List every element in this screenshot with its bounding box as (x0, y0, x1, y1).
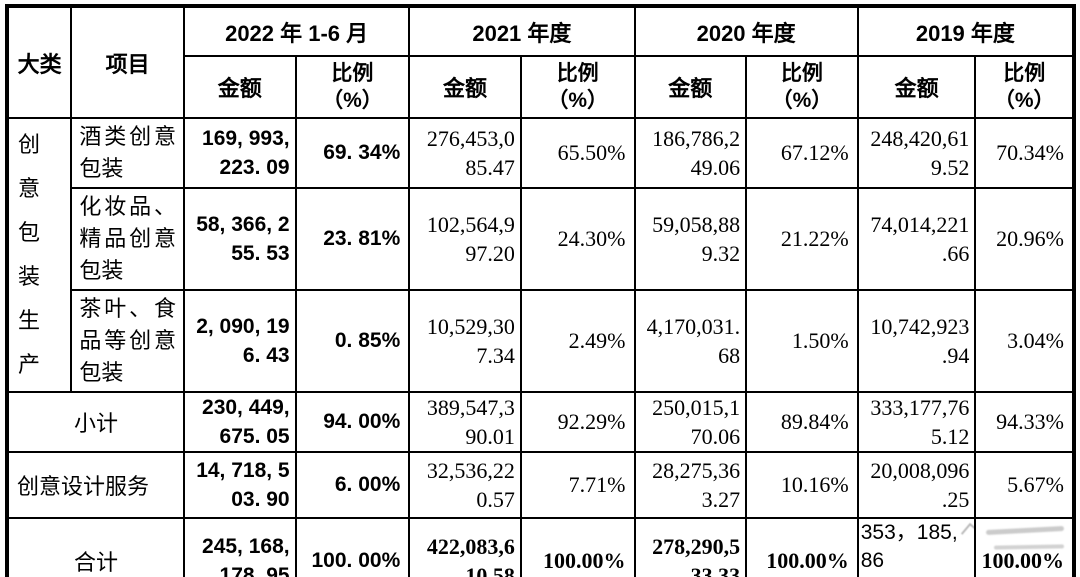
amount-2021: 422,083,6 10.58 (408, 517, 522, 577)
amount-2019: 333,177,76 5.12 (856, 391, 977, 453)
ratio-2021: 65.50% (519, 117, 636, 189)
ratio-2021: 2.49% (519, 289, 636, 393)
financial-table: 大类 项目 2022 年 1-6 月 2021 年度 2020 年度 2019 … (5, 4, 1076, 577)
ratio-header-2021: 比例 （%） (519, 55, 636, 119)
ratio-2020: 89.84% (745, 391, 859, 453)
amount-2019-patched: 353，185, 86 1.37 (856, 517, 977, 577)
table-row-design-services: 创意设计服务 14, 718, 5 03. 90 6. 00% 32,536,2… (6, 451, 1075, 519)
amount-2019: 248,420,61 9.52 (856, 117, 977, 189)
col-header-category: 大类 (5, 5, 73, 119)
amount-2022: 169, 993, 223. 09 (182, 117, 297, 189)
period-header-2019: 2019 年度 (856, 5, 1076, 57)
ratio-2019: 5.67% (974, 451, 1075, 519)
amount-2021: 389,547,3 90.01 (408, 391, 522, 453)
ratio-2020: 1.50% (745, 289, 859, 393)
ratio-2022: 94. 00% (294, 391, 411, 453)
amount-2020: 4,170,031. 68 (633, 289, 748, 393)
ratio-header-2022: 比例 （%） (294, 55, 411, 119)
ratio-2022: 23. 81% (294, 187, 411, 291)
amount-2019: 20,008,096 .25 (856, 451, 977, 519)
table-row-tea-food-packaging: 茶叶、食品等创意包装 2, 090, 19 6. 43 0. 85% 10,52… (7, 289, 1075, 393)
item-cell: 酒类创意包装 (70, 117, 185, 189)
period-header-2022: 2022 年 1-6 月 (182, 5, 411, 57)
ratio-header-2019: 比例 （%） (974, 55, 1075, 119)
category-cell-creative-packaging: 创意 包装 生产 (5, 117, 73, 393)
ratio-2019: 94.33% (974, 391, 1075, 453)
amount-2022: 2, 090, 19 6. 43 (182, 289, 297, 393)
design-services-label: 创意设计服务 (6, 451, 185, 519)
amount-2022: 58, 366, 2 55. 53 (182, 187, 297, 291)
amount-header-2021: 金额 (408, 55, 522, 119)
table-row-cosmetics-packaging: 化妆品、精品创意包装 58, 366, 2 55. 53 23. 81% 102… (7, 187, 1075, 291)
ratio-2019-watermarked: 100.00% (974, 517, 1075, 577)
amount-2019: 74,014,221 .66 (856, 187, 977, 291)
amount-2021: 276,453,0 85.47 (408, 117, 522, 189)
amount-2020: 250,015,1 70.06 (633, 391, 748, 453)
col-header-item: 项目 (70, 5, 185, 119)
amount-header-2022: 金额 (182, 55, 297, 119)
table-wrapper: 大类 项目 2022 年 1-6 月 2021 年度 2020 年度 2019 … (5, 4, 1077, 577)
amount-2021: 102,564,9 97.20 (408, 187, 522, 291)
table-row-total: 合计 245, 168, 178. 95 100. 00% 422,083,6 … (6, 517, 1075, 577)
ratio-2022: 69. 34% (294, 117, 411, 189)
item-cell: 茶叶、食品等创意包装 (70, 289, 185, 393)
ratio-2020: 67.12% (745, 117, 859, 189)
amount-2020: 186,786,2 49.06 (633, 117, 748, 189)
watermark-artifact (986, 525, 1065, 536)
ratio-2021: 24.30% (519, 187, 636, 291)
ratio-2022: 6. 00% (294, 451, 411, 519)
ratio-2021: 7.71% (519, 451, 636, 519)
table-row-wine-packaging: 创意 包装 生产 酒类创意包装 169, 993, 223. 09 69. 34… (5, 117, 1075, 393)
ratio-2019-value: 100.00% (981, 548, 1065, 573)
period-header-2020: 2020 年度 (633, 5, 859, 57)
amount-header-2019: 金额 (856, 55, 977, 119)
amount-2019: 10,742,923 .94 (856, 289, 977, 393)
subtotal-label: 小计 (6, 391, 185, 453)
ratio-2020: 21.22% (745, 187, 859, 291)
ratio-2022: 100. 00% (294, 517, 411, 577)
ratio-2019: 20.96% (974, 187, 1075, 291)
amount-2022: 245, 168, 178. 95 (182, 517, 297, 577)
ratio-2022: 0. 85% (294, 289, 411, 393)
amount-2021: 10,529,30 7.34 (408, 289, 522, 393)
ratio-2021: 92.29% (519, 391, 636, 453)
ratio-header-2020: 比例 （%） (745, 55, 859, 119)
table-row-subtotal: 小计 230, 449, 675. 05 94. 00% 389,547,3 9… (6, 391, 1075, 453)
ratio-2019: 70.34% (974, 117, 1075, 189)
amount-2022: 14, 718, 5 03. 90 (182, 451, 297, 519)
amount-2022: 230, 449, 675. 05 (182, 391, 297, 453)
amount-2020: 59,058,88 9.32 (633, 187, 748, 291)
ratio-2021: 100.00% (519, 517, 636, 577)
amount-header-2020: 金额 (633, 55, 748, 119)
amount-2020: 278,290,5 33.33 (633, 517, 748, 577)
amount-2019-line1: 353，185, 86 (860, 521, 958, 572)
amount-2020: 28,275,36 3.27 (633, 451, 748, 519)
ratio-2020: 10.16% (745, 451, 859, 519)
total-label: 合计 (6, 517, 185, 577)
ratio-2019: 3.04% (974, 289, 1075, 393)
item-cell: 化妆品、精品创意包装 (70, 187, 185, 291)
period-header-2021: 2021 年度 (408, 5, 636, 57)
amount-2021: 32,536,22 0.57 (408, 451, 522, 519)
ratio-2020: 100.00% (745, 517, 859, 577)
